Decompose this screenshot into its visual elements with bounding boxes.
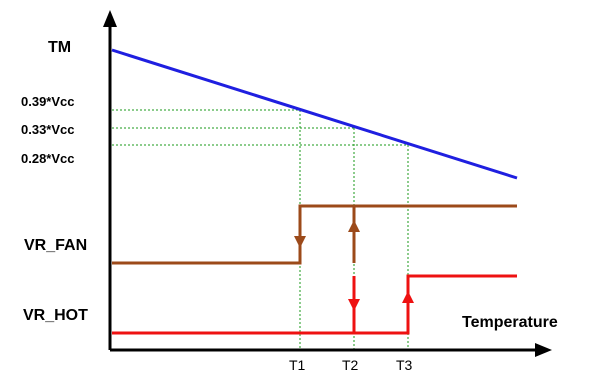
t1-label: T1: [289, 357, 306, 373]
voltage-039-label: 0.39*Vcc: [21, 94, 75, 109]
t3-label: T3: [396, 357, 413, 373]
vr-fan-down-arrow: [294, 236, 306, 248]
vr-fan-label: VR_FAN: [24, 237, 87, 254]
tm-line: [111, 48, 518, 180]
x-axis-label: Temperature: [462, 314, 558, 331]
vr-hot-signal: [112, 274, 517, 335]
voltage-028-label: 0.28*Vcc: [21, 151, 75, 166]
vr-hot-label: VR_HOT: [23, 307, 88, 324]
vr-hot-down-arrow: [348, 299, 360, 311]
voltage-033-label: 0.33*Vcc: [21, 122, 75, 137]
y-axis-arrowhead: [103, 10, 117, 27]
x-axis-arrowhead: [535, 343, 552, 357]
y-axis-label: TM: [48, 39, 71, 56]
vr-fan-up-arrow: [348, 220, 360, 232]
guide-lines: [112, 109, 409, 350]
vr-hot-up-arrow: [402, 291, 414, 303]
vr-fan-signal: [112, 204, 517, 265]
t2-label: T2: [342, 357, 359, 373]
